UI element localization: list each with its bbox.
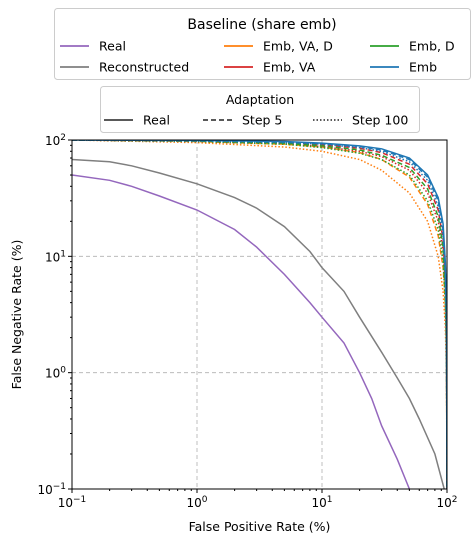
legend-label: Emb, VA, D: [263, 39, 333, 54]
legend-baseline: Baseline (share emb) Real Reconstructed Em…: [54, 8, 471, 80]
series-line-emb-d-dotted: [72, 140, 447, 489]
series-line-emb-dashed: [72, 140, 447, 489]
legend-baseline-frame: [54, 8, 471, 80]
x-tick-label: 100: [186, 495, 207, 510]
x-tick-label: 10−1: [58, 495, 87, 510]
y-axis-label: False Negative Rate (%): [9, 240, 24, 390]
legend-adaptation: Adaptation Real Step 5 Step 100: [100, 86, 420, 133]
series-line-reconstructed-solid: [72, 158, 445, 489]
series-line-emb-va-dashed: [72, 140, 447, 489]
x-axis-label: False Positive Rate (%): [189, 519, 331, 534]
y-tick-label: 10−1: [37, 482, 66, 497]
y-tick-label: 102: [45, 133, 66, 148]
x-tick-label: 102: [436, 495, 457, 510]
plot-area: 10−1 100 101 102 10−1 100 101 102 False Positiv…: [9, 133, 458, 534]
series-line-emb-d-dashed: [72, 140, 447, 489]
y-tick-label: 100: [45, 366, 66, 381]
series-line-emb-dotted: [72, 140, 447, 489]
legend-label: Emb, D: [409, 39, 455, 54]
y-tick-label: 101: [45, 249, 66, 264]
legend-label: Step 100: [352, 113, 408, 128]
legend-label: Emb: [409, 60, 437, 75]
legend-adaptation-frame: [100, 86, 420, 133]
series-line-real-solid: [72, 174, 411, 489]
series-line-emb-va-d-dashed: [72, 140, 447, 489]
series-line-emb-solid: [72, 140, 447, 489]
x-tick-label: 101: [311, 495, 332, 510]
legend-label: Step 5: [242, 113, 282, 128]
legend-label: Emb, VA: [263, 60, 316, 75]
legend-adaptation-title: Adaptation: [226, 92, 294, 107]
series-line-emb-va-d-dotted: [72, 140, 447, 489]
legend-baseline-title: Baseline (share emb): [187, 17, 336, 33]
legend-label: Real: [143, 113, 170, 128]
axes-frame: [71, 139, 448, 490]
legend-label: Real: [99, 39, 126, 54]
series-line-emb-va-dotted: [72, 140, 447, 489]
legend-label: Reconstructed: [99, 60, 189, 75]
